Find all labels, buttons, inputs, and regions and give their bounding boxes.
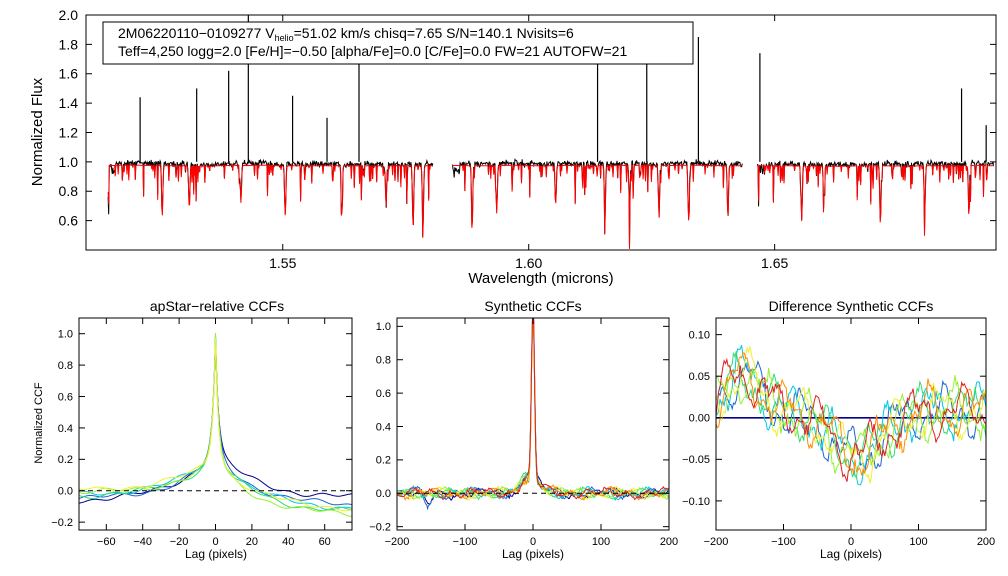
- ccf-line: [79, 332, 352, 517]
- panel-frame: [715, 317, 987, 531]
- difference-line: [716, 357, 986, 482]
- y-tick-label: 0.05: [689, 371, 710, 383]
- y-tick-label: 0.8: [59, 183, 79, 199]
- info-line-1: 2M06220110−0109277 Vhelio=51.02 km/s chi…: [118, 25, 574, 43]
- model-spectrum-line: [452, 163, 743, 249]
- y-tick-label: 0.0: [376, 488, 391, 500]
- difference-line: [716, 360, 986, 473]
- x-tick-label: −60: [97, 536, 116, 548]
- y-tick-label: 1.6: [59, 66, 79, 82]
- y-axis-label: Normalized CCF: [33, 382, 45, 464]
- y-tick-label: 0.00: [689, 413, 710, 425]
- model-spectrum-line: [107, 164, 433, 238]
- y-tick-label: 0.4: [58, 423, 73, 435]
- ccf-line: [397, 318, 669, 501]
- y-tick-label: −0.2: [51, 517, 73, 529]
- x-tick-label: −20: [170, 536, 189, 548]
- synthetic-ccf-panel: Synthetic CCFs −200 −100 0 100 200 −0.2 0.0 0.2…: [369, 298, 678, 561]
- x-axis-label: Wavelength (microns): [468, 270, 613, 287]
- y-tick-label: 1.2: [59, 124, 79, 140]
- x-tick-label: 1.60: [515, 255, 542, 271]
- x-tick-label: 60: [319, 536, 331, 548]
- y-tick-label: 1.8: [59, 36, 79, 52]
- y-tick-label: 0.6: [59, 213, 79, 229]
- panel-frame: [396, 317, 670, 531]
- y-tick-label: 0.2: [58, 454, 73, 466]
- y-tick-label: 0.6: [376, 388, 391, 400]
- x-tick-label: 100: [592, 536, 610, 548]
- x-axis-label: Lag (pixels): [820, 547, 882, 561]
- ccf-line: [79, 336, 352, 511]
- x-tick-label: 0: [530, 536, 536, 548]
- y-tick-label: −0.2: [369, 522, 391, 534]
- x-tick-label: 100: [909, 536, 927, 548]
- x-tick-label: −200: [704, 536, 729, 548]
- ccf-line: [79, 338, 352, 504]
- difference-line: [716, 345, 986, 484]
- y-tick-label: 0.0: [58, 486, 73, 498]
- y-tick-label: −0.10: [682, 496, 710, 508]
- spectrum-panel: 1.55 1.60 1.65 0.6 0.8 1.0 1.2 1.4 1.6 1.8 2.0 2M0…: [29, 7, 997, 287]
- ccf-line: [79, 333, 352, 506]
- x-tick-label: −40: [133, 536, 152, 548]
- ccf-line: [397, 318, 669, 501]
- info-box: [102, 21, 694, 65]
- difference-line: [716, 367, 986, 474]
- difference-ccf-panel: Difference Synthetic CCFs −200 −100 0 100 20…: [682, 298, 995, 561]
- y-tick-label: 2.0: [59, 7, 79, 23]
- y-tick-label: 0.8: [58, 360, 73, 372]
- ccf-line: [79, 337, 352, 512]
- y-tick-label: 1.0: [59, 154, 79, 170]
- x-tick-label: 200: [977, 536, 995, 548]
- y-tick-label: 1.4: [59, 95, 79, 111]
- x-tick-label: −100: [771, 536, 796, 548]
- model-series: [107, 163, 994, 249]
- panel-title: Synthetic CCFs: [484, 298, 581, 314]
- apstar-ccf-panel: apStar−relative CCFs −60 −40 −20 0 20 40 60 −0.…: [33, 298, 353, 561]
- x-tick-label: 0: [848, 536, 854, 548]
- y-tick-label: 0.4: [376, 421, 391, 433]
- y-axis-label: Normalized Flux: [29, 77, 46, 186]
- y-tick-label: 0.6: [58, 391, 73, 403]
- difference-line: [716, 345, 986, 486]
- x-axis-label: Lag (pixels): [502, 547, 564, 561]
- y-tick-label: 0.2: [376, 455, 391, 467]
- y-tick-label: 1.0: [376, 321, 391, 333]
- model-spectrum-line: [757, 164, 994, 236]
- ccf-line: [397, 318, 669, 505]
- panel-title: apStar−relative CCFs: [150, 298, 284, 314]
- x-tick-label: −100: [453, 536, 478, 548]
- y-tick-label: −0.05: [682, 454, 710, 466]
- panel-title: Difference Synthetic CCFs: [769, 298, 934, 314]
- x-axis-label: Lag (pixels): [185, 547, 247, 561]
- x-tick-label: 200: [660, 536, 678, 548]
- y-tick-label: 0.10: [689, 329, 710, 341]
- x-tick-label: 20: [246, 536, 258, 548]
- y-tick-label: 1.0: [58, 329, 73, 341]
- difference-line: [716, 352, 986, 476]
- y-tick-label: 0.8: [376, 355, 391, 367]
- x-tick-label: 40: [282, 536, 294, 548]
- ccf-line: [79, 335, 352, 512]
- x-tick-label: −200: [385, 536, 410, 548]
- x-tick-label: 1.65: [761, 255, 788, 271]
- info-line-2: Teff=4,250 logg=2.0 [Fe/H]=−0.50 [alpha/…: [118, 43, 627, 59]
- x-tick-label: 1.55: [269, 255, 296, 271]
- x-tick-label: 0: [212, 536, 218, 548]
